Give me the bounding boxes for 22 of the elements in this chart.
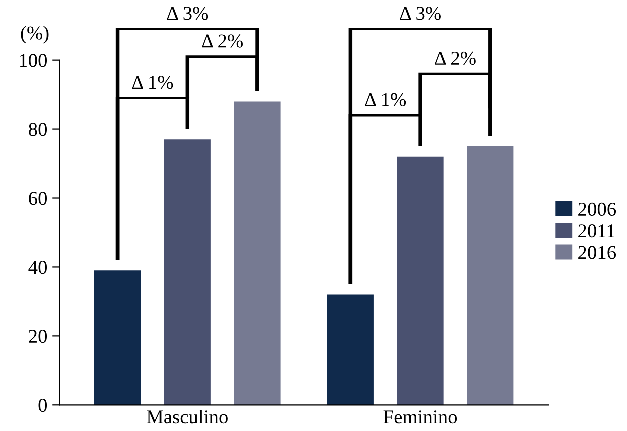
- legend-label: 2011: [578, 224, 615, 238]
- annotation: Δ 1%: [365, 93, 406, 106]
- bar: [467, 146, 514, 406]
- text: Δ 3%: [400, 7, 441, 20]
- bar: [94, 270, 142, 406]
- bar: [327, 294, 374, 406]
- y-tick-label: 80: [29, 123, 48, 136]
- y-axis-title: (%): [21, 26, 49, 44]
- text: Δ 2%: [202, 34, 244, 48]
- y-tick-label: 20: [29, 330, 48, 344]
- annotation: Δ 1%: [132, 76, 174, 90]
- x-tick-label: Feminino: [384, 410, 458, 424]
- legend-label: 2016: [578, 246, 616, 260]
- x-tick-label: Masculino: [147, 410, 228, 424]
- bar: [234, 102, 281, 406]
- annotation: Δ 2%: [435, 52, 476, 66]
- y-tick-label: 0: [38, 398, 48, 412]
- y-tick-label: 40: [28, 261, 48, 274]
- legend-label: 2006: [578, 202, 616, 216]
- text: Δ 3%: [167, 7, 208, 20]
- y-tick-label: 60: [29, 192, 48, 206]
- y-tick-label: 100: [20, 54, 48, 68]
